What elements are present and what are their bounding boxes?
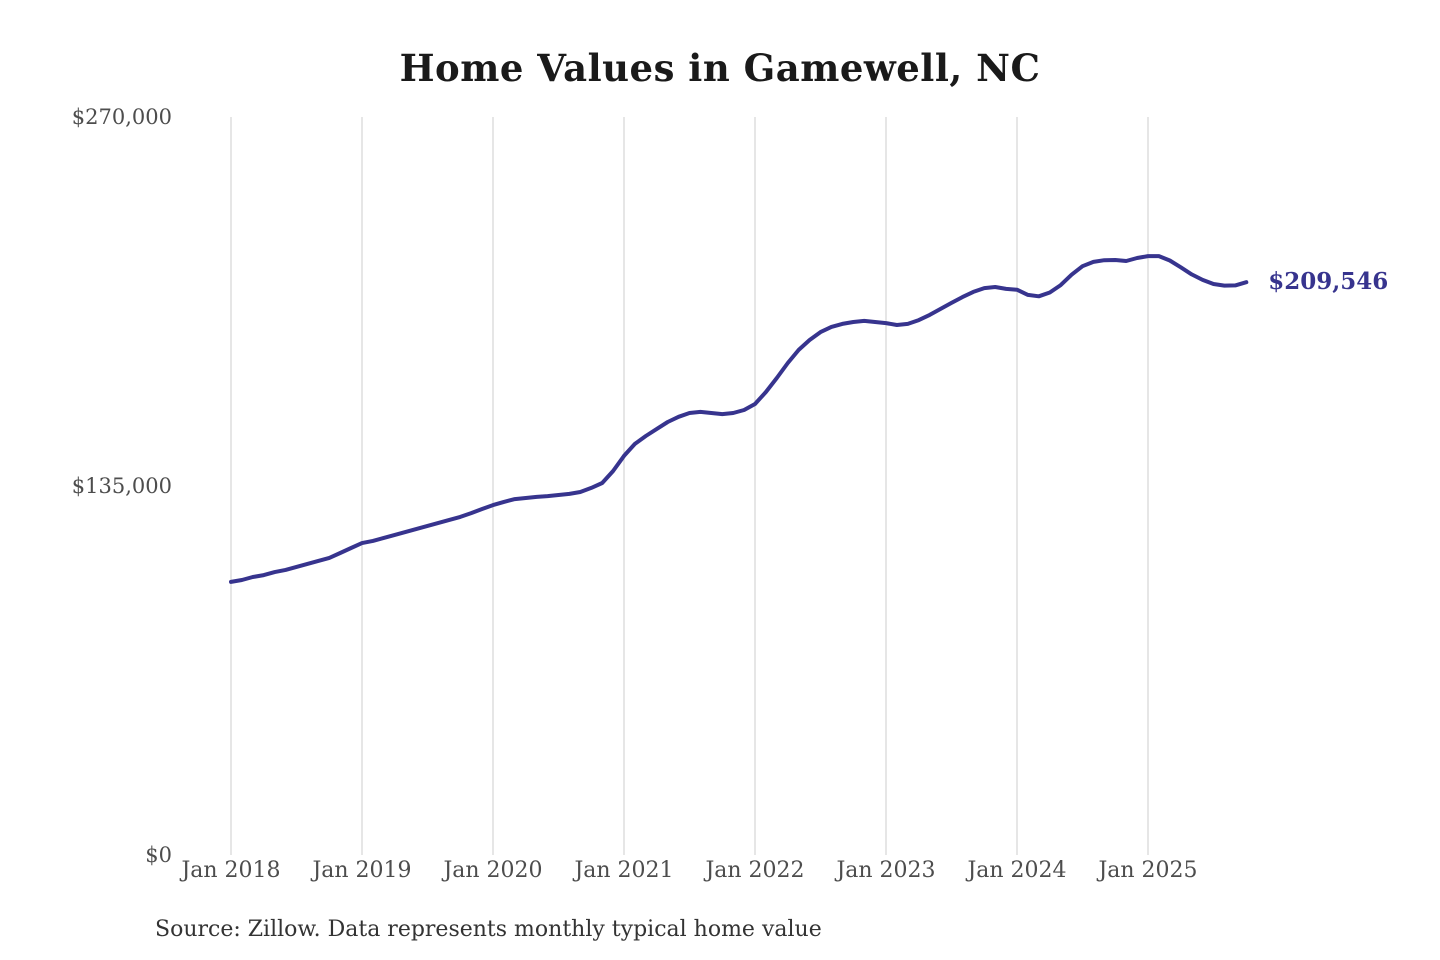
x-tick-label: Jan 2024: [967, 858, 1067, 883]
chart-title: Home Values in Gamewell, NC: [399, 46, 1041, 90]
x-tick-label: Jan 2022: [705, 858, 805, 883]
x-tick-label: Jan 2025: [1098, 858, 1198, 883]
x-tick-label: Jan 2020: [443, 858, 543, 883]
x-tick-label: Jan 2018: [181, 858, 281, 883]
x-tick-label: Jan 2019: [312, 858, 412, 883]
x-tick-label: Jan 2021: [574, 858, 674, 883]
gridlines: [230, 117, 1149, 855]
y-tick-label: $0: [145, 843, 172, 867]
latest-value-label: $209,546: [1268, 268, 1389, 296]
y-tick-label: $135,000: [71, 474, 172, 498]
source-note: Source: Zillow. Data represents monthly …: [155, 917, 822, 942]
y-tick-label: $270,000: [71, 105, 172, 129]
x-tick-label: Jan 2023: [836, 858, 936, 883]
home-value-line-series: [229, 254, 1249, 584]
